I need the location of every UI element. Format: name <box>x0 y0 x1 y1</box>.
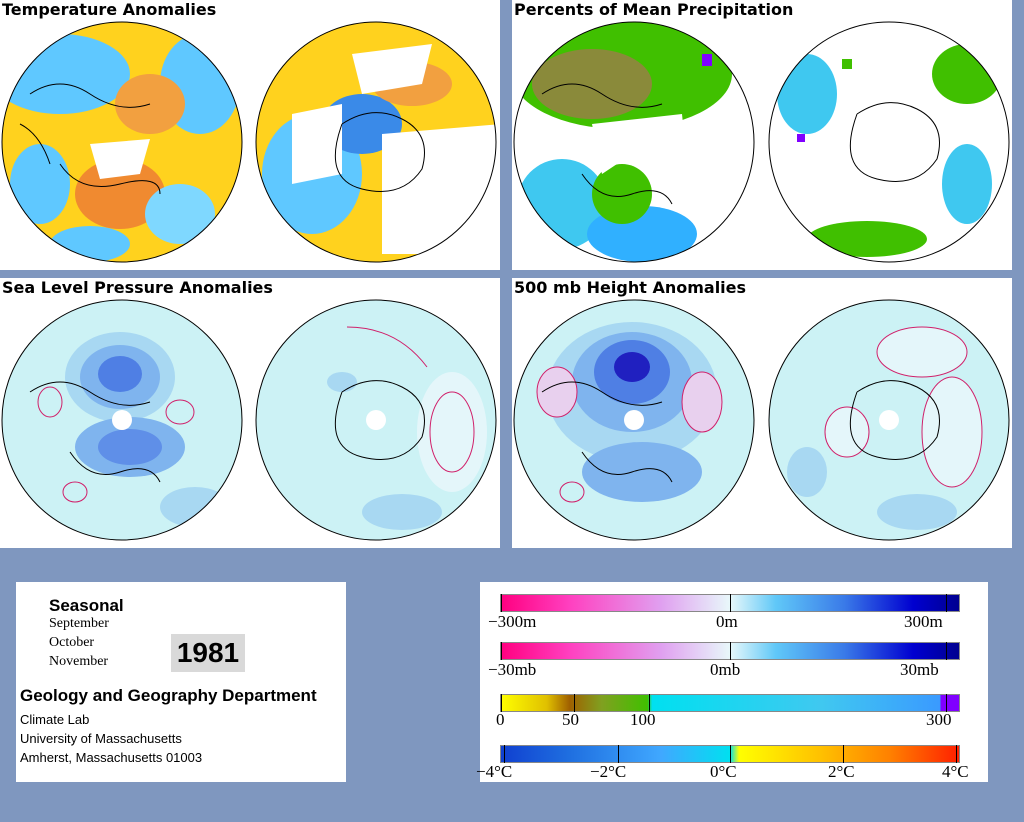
pressure-label-min: −30mb <box>488 660 537 679</box>
precipitation-panel: Percents of Mean Precipitation <box>512 0 1012 270</box>
pressure-label-max: 30mb <box>900 660 939 679</box>
month-1: September <box>49 616 109 631</box>
height-color-bar <box>500 594 960 612</box>
panel-title-precipitation: Percents of Mean Precipitation <box>512 0 796 20</box>
address-line-2: University of Massachusetts <box>20 731 182 746</box>
precipitation-globe-south <box>768 21 1010 263</box>
temperature-globe-south <box>255 21 497 263</box>
precipitation-color-bar <box>500 694 960 712</box>
department-name: Geology and Geography Department <box>20 686 317 705</box>
address-line-1: Climate Lab <box>20 712 90 727</box>
precipitation-label-0: 0 <box>496 710 505 729</box>
pressure-label-mid: 0mb <box>710 660 741 679</box>
legend-box: −300m 0m 300m −30mb 0mb 30mb 0 50 100 30… <box>476 582 988 782</box>
temperature-label-minus-2: −2°C <box>590 762 627 781</box>
panel-title-500mb-height: 500 mb Height Anomalies <box>512 278 749 298</box>
temperature-label-2: 2°C <box>828 762 855 781</box>
height-label-mid: 0m <box>716 612 738 631</box>
temperature-color-bar <box>500 745 960 763</box>
temperature-label-minus-4: −4°C <box>476 762 513 781</box>
year-label: 1981 <box>171 634 245 672</box>
temperature-globe-north <box>1 21 243 263</box>
height-500mb-panel: 500 mb Height Anomalies <box>512 278 1012 548</box>
precipitation-label-50: 50 <box>562 710 579 729</box>
height-label-min: −300m <box>488 612 537 631</box>
temperature-label-4: 4°C <box>942 762 969 781</box>
pressure-color-bar <box>500 642 960 660</box>
sea-level-pressure-panel: Sea Level Pressure Anomalies <box>0 278 500 548</box>
height-label-max: 300m <box>904 612 943 631</box>
height-500mb-globe-south <box>768 299 1010 541</box>
address-line-3: Amherst, Massachusetts 01003 <box>20 750 203 765</box>
panel-title-sea-level-pressure: Sea Level Pressure Anomalies <box>0 278 275 298</box>
sea-level-pressure-globe-north <box>1 299 243 541</box>
info-box: Seasonal September October November 1981… <box>16 582 346 782</box>
precipitation-globe-north <box>513 21 755 263</box>
panel-title-temperature: Temperature Anomalies <box>0 0 219 20</box>
precipitation-label-300: 300 <box>926 710 952 729</box>
temperature-label-0: 0°C <box>710 762 737 781</box>
height-500mb-globe-north <box>513 299 755 541</box>
month-3: November <box>49 654 109 669</box>
season-label: Seasonal <box>49 596 124 615</box>
sea-level-pressure-globe-south <box>255 299 497 541</box>
month-2: October <box>49 635 95 650</box>
temperature-panel: Temperature Anomalies <box>0 0 500 270</box>
precipitation-label-100: 100 <box>630 710 656 729</box>
